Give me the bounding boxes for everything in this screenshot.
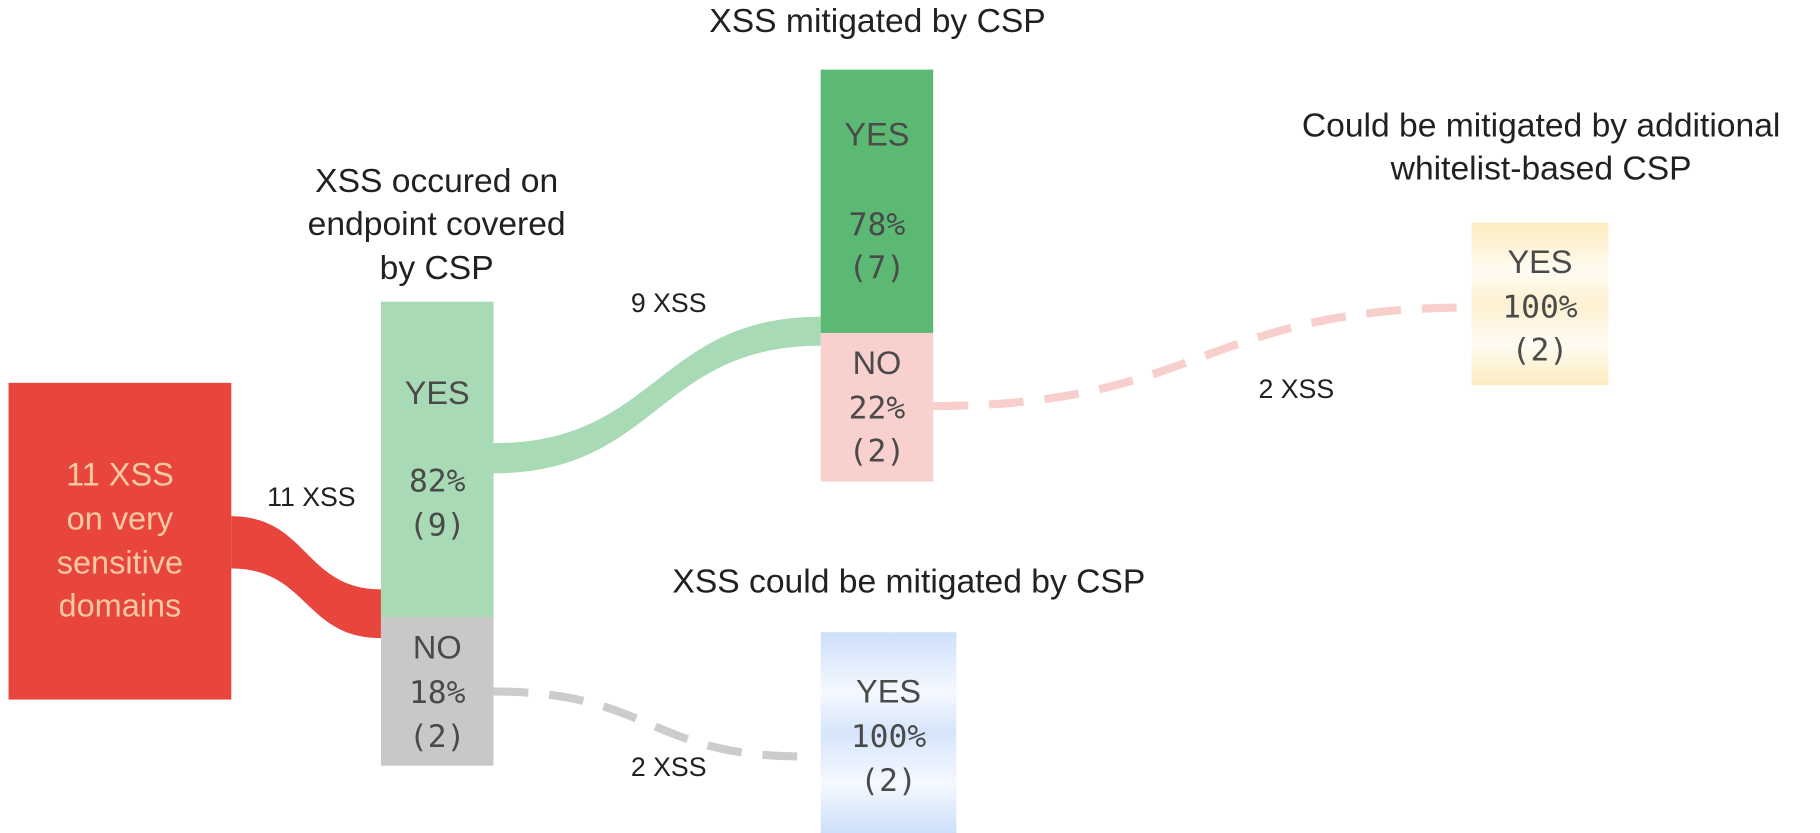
node-box [8, 382, 232, 700]
node-text: 82% [409, 464, 466, 500]
link-flow [493, 316, 821, 474]
link-flow [231, 516, 381, 639]
node-text: (2) [409, 719, 466, 755]
link-flow [933, 303, 1472, 411]
node-title: XSS could be mitigated by CSP [672, 563, 1145, 600]
node-title: Could be mitigated by additional [1302, 108, 1781, 145]
node-box [820, 332, 934, 482]
node-box [1471, 222, 1609, 386]
node-text: sensitive [57, 545, 183, 581]
node-text: 78% [849, 207, 906, 243]
node-text: domains [59, 588, 182, 624]
node-text: YES [405, 375, 470, 411]
node-text: NO [413, 629, 462, 665]
node-text: 11 XSS [66, 456, 174, 492]
node-text: 22% [849, 391, 906, 427]
node-text: 100% [851, 719, 927, 755]
node-text: YES [856, 673, 921, 709]
node-box [380, 617, 494, 766]
node-title: XSS occured on [315, 163, 558, 200]
link-label: 9 XSS [631, 288, 707, 318]
link-flow [493, 687, 801, 761]
link-label: 11 XSS [267, 482, 355, 512]
node-box [380, 301, 494, 618]
node-text: (2) [849, 433, 906, 469]
node-text: 18% [409, 675, 466, 711]
node-title: XSS mitigated by CSP [709, 3, 1045, 40]
node-text: YES [1507, 244, 1572, 280]
node-text: (2) [1512, 333, 1569, 369]
node-text: (9) [409, 508, 466, 544]
node-box [820, 632, 957, 833]
node-box [820, 69, 934, 333]
node-title: endpoint covered [308, 206, 566, 243]
node-title: by CSP [380, 250, 494, 287]
node-title: whitelist-based CSP [1390, 150, 1692, 187]
node-text: NO [853, 345, 902, 381]
node-text: YES [844, 116, 909, 152]
node-text: 100% [1502, 290, 1578, 326]
node-text: on very [67, 500, 174, 536]
node-text: (7) [849, 250, 906, 286]
link-label: 2 XSS [631, 752, 707, 782]
link-label: 2 XSS [1259, 374, 1335, 404]
node-text: (2) [860, 763, 917, 799]
